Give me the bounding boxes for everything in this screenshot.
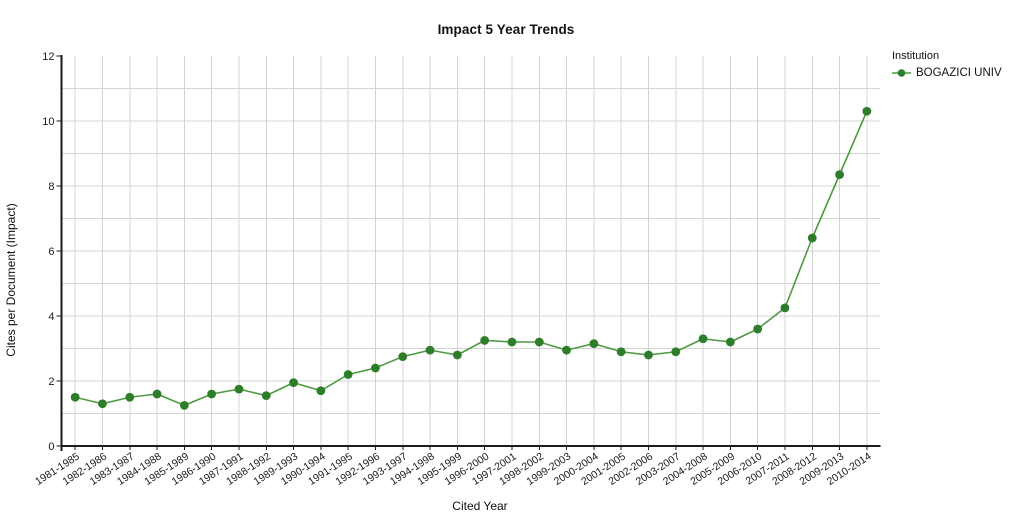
data-point: [616, 347, 626, 357]
data-point: [589, 339, 599, 349]
y-tick-label: 6: [48, 246, 54, 258]
data-point: [780, 303, 790, 313]
y-tick-label: 10: [42, 116, 54, 128]
data-point: [507, 337, 517, 347]
legend-title: Institution: [892, 50, 940, 62]
data-point: [234, 384, 244, 394]
data-point: [698, 334, 708, 344]
y-tick-label: 4: [48, 311, 54, 323]
data-point: [98, 399, 107, 409]
data-point: [343, 370, 353, 379]
data-point: [807, 233, 817, 243]
y-tick-label: 0: [48, 441, 54, 453]
data-point: [671, 347, 681, 357]
chart-title: Impact 5 Year Trends: [437, 22, 575, 37]
y-tick-label: 8: [48, 181, 54, 193]
data-point: [452, 350, 462, 360]
data-point: [316, 386, 326, 396]
data-point: [371, 363, 380, 373]
data-point: [425, 345, 435, 355]
series-marker-icon: [892, 69, 911, 77]
data-point: [261, 391, 271, 401]
legend: Institution BOGAZICI UNIV: [892, 50, 1002, 79]
data-point: [289, 378, 298, 388]
data-point: [125, 392, 135, 402]
data-point: [862, 106, 872, 116]
data-point: [644, 350, 653, 360]
data-point: [753, 324, 763, 334]
legend-item: BOGAZICI UNIV: [892, 67, 1002, 79]
data-point: [534, 337, 544, 347]
data-point: [207, 389, 217, 399]
data-point: [398, 352, 408, 362]
data-point: [179, 400, 189, 410]
data-point: [835, 170, 844, 180]
legend-series-label: BOGAZICI UNIV: [916, 67, 1002, 79]
data-point: [70, 392, 80, 402]
y-tick-label: 12: [42, 51, 54, 63]
data-point: [480, 335, 490, 345]
series-line: [74, 110, 868, 407]
data-point: [562, 345, 571, 355]
data-point: [152, 389, 162, 399]
data-point: [725, 337, 735, 347]
y-tick-label: 2: [48, 376, 54, 388]
x-axis-title: Cited Year: [452, 499, 508, 513]
